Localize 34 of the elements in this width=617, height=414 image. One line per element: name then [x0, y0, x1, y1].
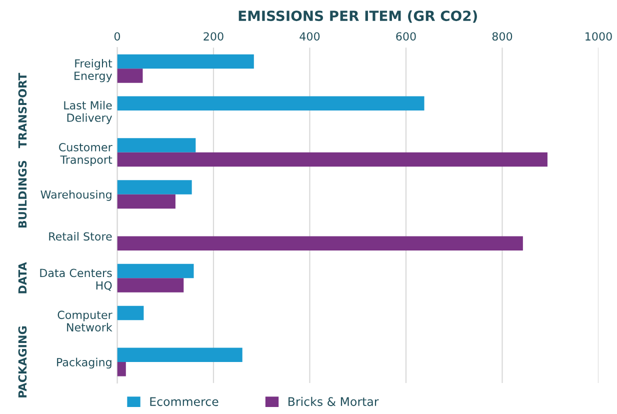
bar [117, 68, 143, 83]
x-tick-label: 200 [204, 32, 224, 41]
bar [117, 138, 196, 152]
bar [117, 264, 194, 278]
y-tick-label: Warehousing [40, 190, 112, 201]
x-axis-title: EMISSIONS PER ITEM (GR CO2) [238, 10, 477, 23]
y-tick-label: Computer Network [58, 310, 112, 332]
text: DATA [18, 262, 27, 294]
x-tick-label: 400 [300, 32, 320, 41]
y-tick-label: Freight Energy [74, 58, 112, 82]
bar [117, 348, 242, 362]
x-tick-label: 1000 [586, 32, 612, 41]
x-tick-label: 800 [492, 32, 512, 41]
text: TRANSPORT [18, 72, 27, 148]
y-tick-label: Data Centers HQ [40, 268, 112, 291]
y-tick-label: Packaging [57, 358, 112, 369]
bar [117, 362, 126, 376]
bar [117, 152, 548, 167]
bar [117, 96, 424, 110]
bar [117, 194, 176, 209]
text: PACKAGING [18, 326, 27, 398]
y-tick-label: Last Mile Delivery [64, 100, 112, 124]
bar [117, 54, 254, 69]
bar [117, 180, 192, 194]
legend-label: Bricks & Mortar [288, 396, 379, 406]
bar [117, 306, 144, 320]
y-tick-label: Retail Store [49, 232, 112, 241]
bar [117, 236, 523, 250]
bar [117, 278, 184, 292]
legend-label: Ecommerce [150, 397, 218, 406]
y-tick-label: Customer Transport [59, 143, 112, 166]
x-tick-label: 600 [396, 32, 416, 41]
x-tick-label: 0 [114, 32, 120, 41]
text: BUILDINGS [18, 160, 27, 228]
